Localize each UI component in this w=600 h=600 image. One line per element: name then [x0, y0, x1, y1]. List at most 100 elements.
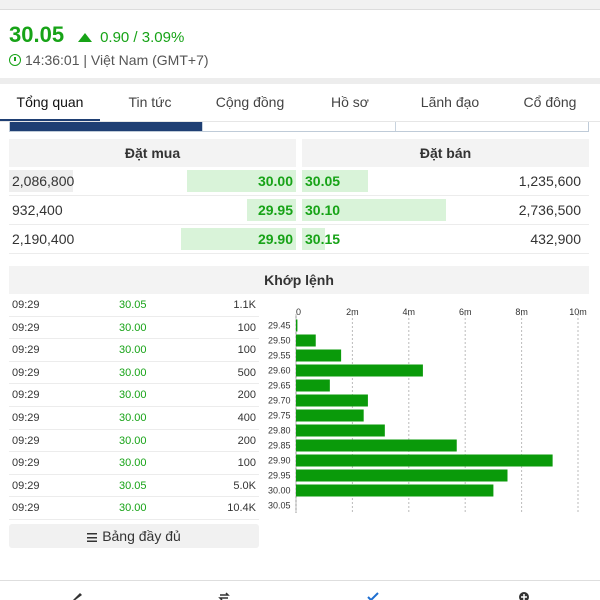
bid-price: 30.00: [257, 173, 293, 189]
sub-tab-2[interactable]: [203, 122, 396, 131]
sub-tab-1[interactable]: [10, 122, 203, 131]
ask-header: Đặt bán: [302, 139, 589, 167]
orderbook-row: 2,190,400 29.90 30.15 432,900: [9, 225, 589, 254]
chart-bar: [296, 409, 364, 422]
ask-cell[interactable]: 30.15 432,900: [302, 225, 589, 253]
trade-row: 09:29 30.00 400: [9, 407, 259, 430]
last-price: 30.05: [9, 22, 65, 47]
chart-y-tick-label: 29.60: [268, 366, 291, 376]
bid-cell[interactable]: 932,400 29.95: [9, 196, 296, 224]
chart-bar: [296, 439, 457, 452]
trade-volume: 100: [237, 457, 256, 470]
chart-x-tick-label: 2m: [346, 307, 359, 317]
tab-profile[interactable]: Hồ sơ: [331, 94, 369, 110]
chart-bar: [296, 454, 553, 467]
trade-volume: 5.0K: [233, 479, 256, 492]
chart-y-tick-label: 29.70: [268, 396, 291, 406]
tab-shareholders[interactable]: Cổ đông: [523, 94, 577, 110]
trade-time: 09:29: [12, 366, 40, 379]
quote-time: 14:36:01 | Việt Nam (GMT+7): [25, 52, 209, 68]
bid-volume: 2,086,800: [12, 173, 75, 189]
list-icon: [87, 532, 98, 542]
bid-header: Đặt mua: [9, 139, 296, 167]
ask-volume: 2,736,500: [518, 202, 581, 218]
chart-bar: [296, 469, 508, 482]
trade-row: 09:29 30.00 500: [9, 362, 259, 385]
tab-community[interactable]: Cộng đồng: [215, 94, 285, 110]
chart-x-tick-label: 4m: [403, 307, 416, 317]
trade-volume: 200: [237, 389, 256, 402]
ask-price: 30.10: [305, 202, 341, 218]
trade-price: 30.05: [119, 299, 147, 311]
trade-list: 09:29 30.05 1.1K 09:29 30.00 100 09:29 30.00 100…: [9, 294, 259, 520]
edit-icon[interactable]: [70, 591, 82, 600]
trade-time: 09:29: [12, 344, 40, 357]
trade-row: 09:29 30.00 100: [9, 339, 259, 362]
ask-depth-bar: [302, 199, 446, 221]
trade-time: 09:29: [12, 299, 40, 311]
bid-price: 29.95: [257, 202, 293, 218]
sub-tab-3[interactable]: [396, 122, 588, 131]
trade-price: 30.00: [119, 411, 147, 424]
trade-row: 09:29 30.00 10.4K: [9, 497, 259, 520]
trade-volume: 400: [237, 411, 256, 424]
trade-time: 09:29: [12, 411, 40, 424]
trade-time: 09:29: [12, 479, 40, 492]
bottom-toolbar: [0, 580, 600, 600]
chart-y-tick-label: 29.55: [268, 351, 291, 361]
bid-volume: 2,190,400: [12, 231, 75, 247]
bid-cell[interactable]: 2,086,800 30.00: [9, 167, 296, 195]
chart-y-tick-label: 30.00: [268, 486, 291, 496]
price-change-value: 0.90 / 3.09%: [100, 29, 185, 46]
chart-y-tick-label: 29.65: [268, 381, 291, 391]
trade-time: 09:29: [12, 502, 40, 515]
trade-time: 09:29: [12, 457, 40, 470]
chart-y-tick-label: 29.75: [268, 411, 291, 421]
chart-y-tick-label: 29.85: [268, 441, 291, 451]
price-change: 0.90 / 3.09%: [78, 29, 184, 46]
bid-volume: 932,400: [12, 202, 63, 218]
bid-depth-bar: [247, 199, 296, 221]
add-icon[interactable]: [518, 591, 530, 600]
trade-row: 09:29 30.05 1.1K: [9, 294, 259, 317]
trade-price: 30.00: [119, 434, 147, 447]
bid-price: 29.90: [257, 231, 293, 247]
ask-volume: 1,235,600: [518, 173, 581, 189]
tab-overview[interactable]: Tổng quan: [0, 84, 100, 121]
chart-bar: [296, 484, 494, 497]
chart-x-tick-label: 6m: [459, 307, 472, 317]
trade-row: 09:29 30.00 100: [9, 452, 259, 475]
chart-bar: [296, 334, 316, 347]
orderbook-row: 2,086,800 30.00 30.05 1,235,600: [9, 167, 589, 196]
swap-icon[interactable]: [218, 591, 230, 600]
clock-icon: [9, 54, 21, 66]
ask-cell[interactable]: 30.05 1,235,600: [302, 167, 589, 195]
orderbook-row: 932,400 29.95 30.10 2,736,500: [9, 196, 589, 225]
bid-cell[interactable]: 2,190,400 29.90: [9, 225, 296, 253]
chart-y-tick-label: 29.45: [268, 321, 291, 331]
ask-cell[interactable]: 30.10 2,736,500: [302, 196, 589, 224]
chart-y-tick-label: 29.80: [268, 426, 291, 436]
trade-row: 09:29 30.00 100: [9, 317, 259, 340]
quote-price-row: 30.05 0.90 / 3.09%: [9, 22, 184, 48]
tab-bar: Tổng quan Tin tức Cộng đồng Hồ sơ Lãnh đ…: [0, 84, 600, 122]
ask-price: 30.15: [305, 231, 341, 247]
chart-bar: [296, 349, 342, 362]
chart-bar: [296, 319, 298, 332]
chart-bar: [296, 364, 423, 377]
header-strip: [0, 0, 600, 10]
chart-x-tick-label: 8m: [515, 307, 528, 317]
bid-volume-highlight: [9, 170, 73, 192]
bid-depth-bar: [181, 228, 296, 250]
trade-volume: 1.1K: [233, 299, 256, 311]
trade-time: 09:29: [12, 389, 40, 402]
sub-tab-bar: [9, 122, 589, 132]
chart-bar: [296, 394, 368, 407]
check-icon[interactable]: [367, 591, 379, 600]
order-book: Đặt mua Đặt bán 2,086,800 30.00 30.05 1,235…: [9, 139, 589, 254]
up-arrow-icon: [78, 33, 93, 42]
trade-volume: 500: [237, 366, 256, 379]
tab-leadership[interactable]: Lãnh đạo: [420, 94, 480, 110]
full-table-button[interactable]: Bảng đầy đủ: [9, 524, 259, 548]
tab-news[interactable]: Tin tức: [128, 94, 172, 110]
